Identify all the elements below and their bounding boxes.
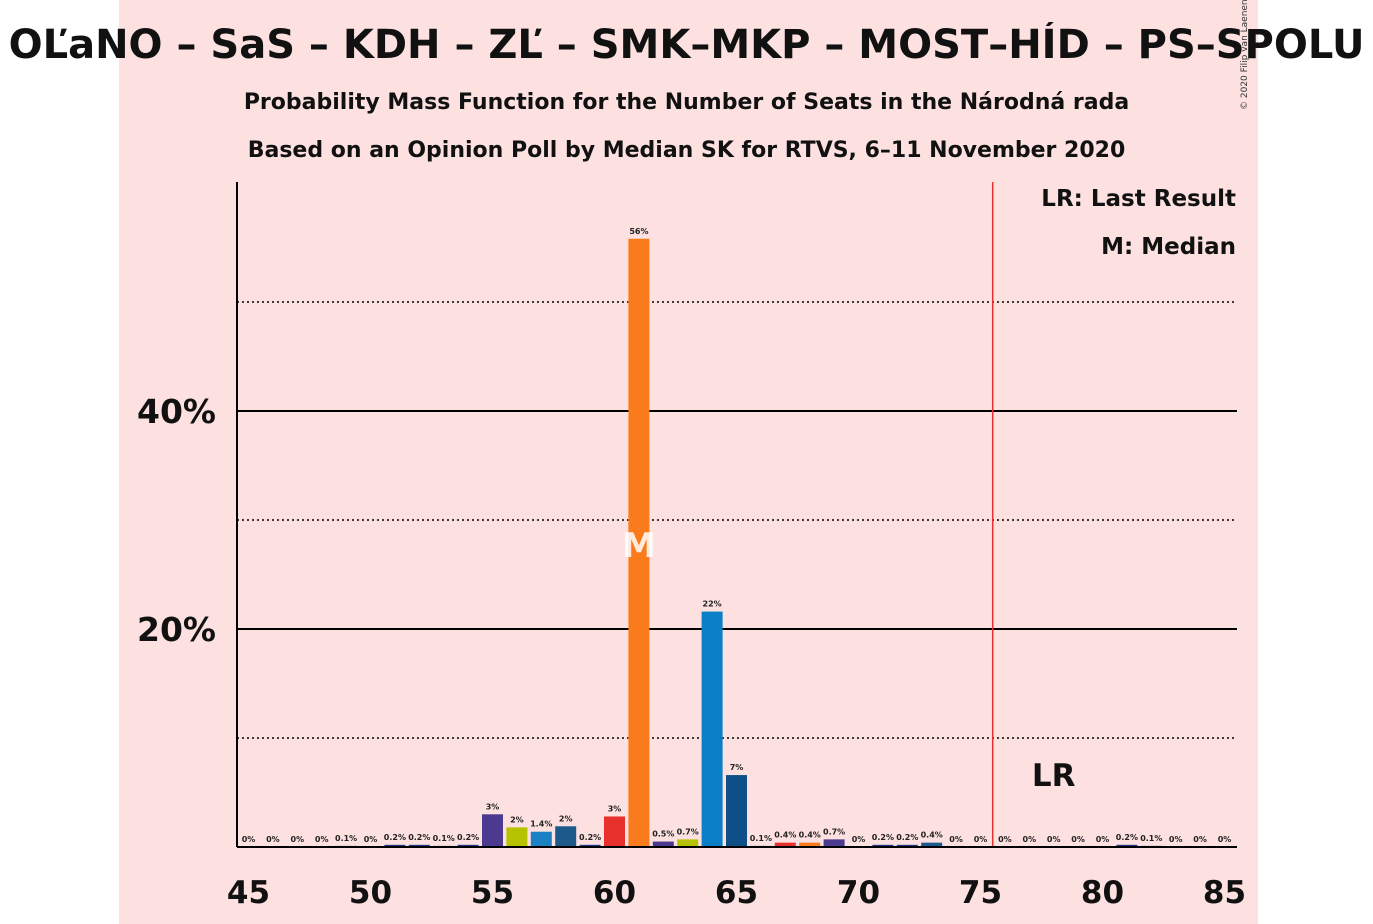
- bar-52: [408, 844, 430, 847]
- bar-56: [506, 827, 528, 847]
- bar-label-73: 0.4%: [921, 831, 943, 840]
- bar-57: [530, 831, 552, 847]
- bar-label-78: 0%: [1047, 835, 1061, 844]
- bar-label-65: 7%: [730, 763, 744, 772]
- last-result-marker: LR: [1032, 758, 1076, 794]
- bar-label-82: 0.1%: [1140, 834, 1162, 843]
- bar-label-62: 0.5%: [652, 830, 674, 839]
- bar-value-labels: 0% 0% 0% 0% 0.1% 0% 0.2% 0.2% 0.1% 0.2%3%2% 1.4%2%…: [242, 227, 1232, 844]
- bar-62: [652, 841, 674, 847]
- bar-label-68: 0.4%: [799, 831, 821, 840]
- bar-label-83: 0%: [1169, 835, 1183, 844]
- median-marker: M: [622, 526, 656, 566]
- bar-label-56: 2%: [510, 815, 524, 824]
- bar-73: [921, 842, 943, 847]
- bar-67: [774, 842, 796, 847]
- bar-label-76: 0%: [998, 835, 1012, 844]
- bar-64: [701, 611, 723, 847]
- bar-label-51: 0.2%: [384, 833, 406, 842]
- y-tick-label-20: 20%: [137, 610, 216, 649]
- bar-label-48: 0%: [315, 835, 329, 844]
- bar-label-46: 0%: [266, 835, 280, 844]
- bar-71: [872, 844, 894, 847]
- x-tick-label-80: 80: [1081, 875, 1124, 911]
- bar-label-47: 0%: [291, 835, 305, 844]
- bar-label-66: 0.1%: [750, 834, 772, 843]
- chart-subtitle-2: Based on an Opinion Poll by Median SK fo…: [247, 138, 1126, 163]
- bar-label-75: 0%: [974, 835, 988, 844]
- bar-81: [1116, 844, 1138, 847]
- bar-58: [555, 826, 577, 847]
- bar-label-53: 0.1%: [433, 834, 455, 843]
- bar-label-70: 0%: [852, 835, 866, 844]
- chart-title: OĽaNO – SaS – KDH – ZĽ – SMK–MKP – MOST–…: [8, 22, 1365, 68]
- bar-label-67: 0.4%: [774, 831, 796, 840]
- chart-subtitle-1: Probability Mass Function for the Number…: [243, 90, 1130, 115]
- bar-51: [384, 844, 406, 847]
- legend-last-result: LR: Last Result: [1041, 186, 1236, 212]
- x-tick-label-50: 50: [349, 875, 392, 911]
- bar-label-77: 0%: [1023, 835, 1037, 844]
- x-tick-label-75: 75: [959, 875, 1002, 911]
- x-tick-label-65: 65: [715, 875, 758, 911]
- bar-60: [604, 816, 625, 847]
- bar-label-69: 0.7%: [823, 827, 845, 836]
- bar-label-50: 0%: [364, 835, 378, 844]
- x-tick-label-85: 85: [1203, 875, 1246, 911]
- bar-68: [799, 842, 821, 847]
- bar-label-81: 0.2%: [1116, 833, 1138, 842]
- x-tick-label-45: 45: [227, 875, 270, 911]
- bar-label-60: 3%: [608, 804, 622, 813]
- bar-72: [896, 844, 918, 847]
- bar-label-63: 0.7%: [677, 827, 699, 836]
- x-tick-label-60: 60: [593, 875, 636, 911]
- bar-63: [677, 839, 699, 847]
- bar-61: [628, 238, 650, 847]
- bar-label-84: 0%: [1193, 835, 1207, 844]
- bar-65: [726, 775, 747, 847]
- bar-label-80: 0%: [1096, 835, 1110, 844]
- bar-label-49: 0.1%: [335, 834, 357, 843]
- bar-label-64: 22%: [703, 600, 722, 609]
- bar-54: [457, 844, 479, 847]
- bar-label-79: 0%: [1071, 835, 1085, 844]
- y-tick-label-40: 40%: [137, 392, 216, 431]
- bar-55: [482, 814, 503, 847]
- markers: M LR: [622, 526, 1076, 794]
- tick-labels: 20% 40% 45 50 55 60 65 70 75 80 85: [137, 392, 1246, 911]
- bar-69: [823, 839, 845, 847]
- bar-label-74: 0%: [949, 835, 963, 844]
- bar-label-52: 0.2%: [408, 833, 430, 842]
- plot-background-band: [119, 0, 1258, 924]
- bar-label-54: 0.2%: [457, 833, 479, 842]
- bar-label-45: 0%: [242, 835, 256, 844]
- bar-label-61: 56%: [629, 227, 648, 236]
- bar-label-85: 0%: [1218, 835, 1232, 844]
- bars: [335, 238, 1162, 847]
- bar-label-59: 0.2%: [579, 833, 601, 842]
- bar-label-71: 0.2%: [872, 833, 894, 842]
- x-tick-label-70: 70: [837, 875, 880, 911]
- bar-label-55: 3%: [486, 802, 500, 811]
- bar-59: [579, 844, 601, 847]
- grid-lines: [237, 301, 1237, 739]
- bar-label-58: 2%: [559, 814, 573, 823]
- bar-label-72: 0.2%: [896, 833, 918, 842]
- axes: [236, 182, 1237, 848]
- legend-median: M: Median: [1101, 234, 1236, 260]
- x-tick-label-55: 55: [471, 875, 514, 911]
- bar-label-57: 1.4%: [530, 820, 552, 829]
